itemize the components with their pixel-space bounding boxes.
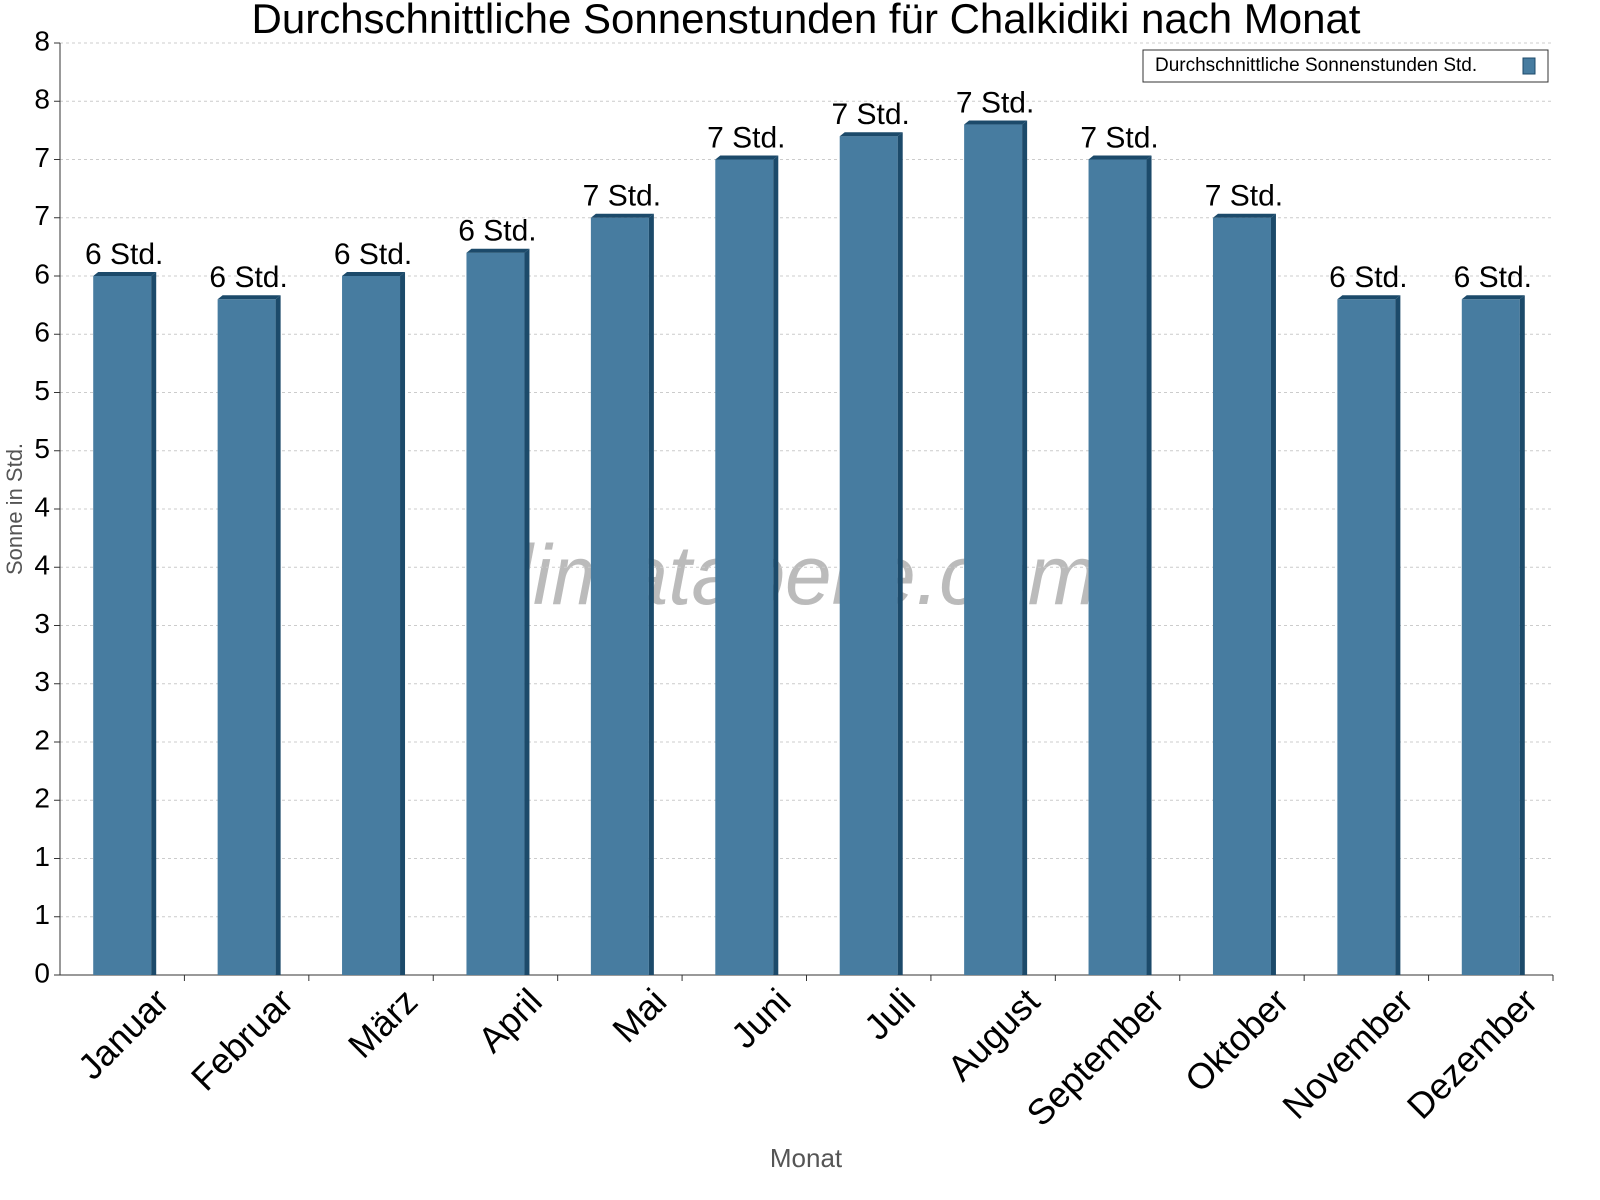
chart-title: Durchschnittliche Sonnenstunden für Chal… — [252, 0, 1361, 42]
bar-side — [1022, 120, 1028, 976]
legend-swatch — [1522, 57, 1536, 75]
y-tick-label: 8 — [34, 25, 50, 56]
x-tick-label: Dezember — [1399, 980, 1545, 1126]
bar-top — [964, 120, 1028, 125]
bar — [1212, 217, 1271, 975]
bar — [93, 276, 152, 975]
value-label: 7 Std. — [1080, 121, 1158, 154]
value-label: 7 Std. — [832, 98, 910, 131]
bar-top — [1337, 295, 1401, 300]
bar-top — [217, 295, 281, 300]
bar-side — [151, 272, 157, 975]
bar — [839, 136, 898, 975]
y-tick-label: 2 — [34, 724, 50, 755]
bar-side — [275, 295, 281, 975]
x-tick-label: Juni — [723, 980, 799, 1056]
x-tick-label: August — [939, 980, 1047, 1088]
bar-top — [1461, 295, 1525, 300]
bar-top — [466, 248, 530, 253]
bar — [217, 299, 276, 975]
y-tick-label: 2 — [34, 783, 50, 814]
x-tick-label: Oktober — [1177, 980, 1297, 1100]
value-label: 7 Std. — [707, 121, 785, 154]
bar-side — [1395, 295, 1401, 975]
bar-side — [1270, 213, 1276, 975]
y-tick-label: 3 — [34, 666, 50, 697]
bar — [466, 252, 525, 975]
bar — [964, 124, 1023, 976]
bar-top — [1088, 155, 1152, 160]
bar-side — [1519, 295, 1525, 975]
x-tick-label: April — [470, 980, 550, 1060]
x-tick-label: November — [1274, 980, 1420, 1126]
bar-side — [773, 155, 779, 975]
y-tick-label: 6 — [34, 258, 50, 289]
value-label: 6 Std. — [1329, 261, 1407, 294]
value-label: 6 Std. — [85, 238, 163, 271]
bar-side — [897, 132, 903, 975]
y-tick-label: 7 — [34, 200, 50, 231]
x-tick-label: Juli — [856, 980, 923, 1047]
y-tick-label: 8 — [34, 84, 50, 115]
bar-top — [715, 155, 779, 160]
bar-side — [648, 213, 654, 975]
value-label: 7 Std. — [956, 86, 1034, 119]
bar-side — [524, 248, 530, 975]
bar — [715, 159, 774, 975]
x-axis-label: Monat — [770, 1143, 843, 1173]
bar — [590, 217, 649, 975]
bar-top — [839, 132, 903, 137]
y-tick-label: 4 — [34, 491, 50, 522]
bar-top — [93, 272, 157, 276]
value-label: 6 Std. — [458, 215, 536, 248]
value-label: 6 Std. — [209, 261, 287, 294]
legend-label: Durchschnittliche Sonnenstunden Std. — [1155, 55, 1477, 76]
bar — [1088, 159, 1147, 975]
y-tick-label: 5 — [34, 433, 50, 464]
bar-top — [342, 272, 406, 276]
x-tick-label: Mai — [604, 980, 674, 1050]
bar-side — [1146, 155, 1152, 975]
bar — [1337, 299, 1396, 975]
value-label: 7 Std. — [1205, 180, 1283, 213]
value-label: 7 Std. — [583, 180, 661, 213]
value-label: 6 Std. — [1454, 261, 1532, 294]
legend-box — [1142, 49, 1549, 83]
value-label: 6 Std. — [334, 238, 412, 271]
y-tick-label: 1 — [34, 841, 50, 872]
x-tick-label: März — [340, 980, 426, 1066]
y-tick-label: 3 — [34, 608, 50, 639]
y-tick-label: 7 — [34, 142, 50, 173]
y-tick-label: 6 — [34, 317, 50, 348]
y-tick-label: 4 — [34, 550, 50, 581]
y-axis-label: Sonne in Std. — [2, 443, 27, 575]
y-tick-label: 0 — [34, 957, 50, 988]
bar-top — [1212, 213, 1276, 218]
y-tick-label: 5 — [34, 375, 50, 406]
bar — [342, 276, 401, 975]
y-tick-label: 1 — [34, 899, 50, 930]
bar — [1461, 299, 1520, 975]
bar-top — [590, 213, 654, 218]
x-tick-label: Februar — [183, 980, 301, 1098]
bar-side — [400, 272, 406, 975]
x-tick-label: Januar — [70, 980, 177, 1087]
